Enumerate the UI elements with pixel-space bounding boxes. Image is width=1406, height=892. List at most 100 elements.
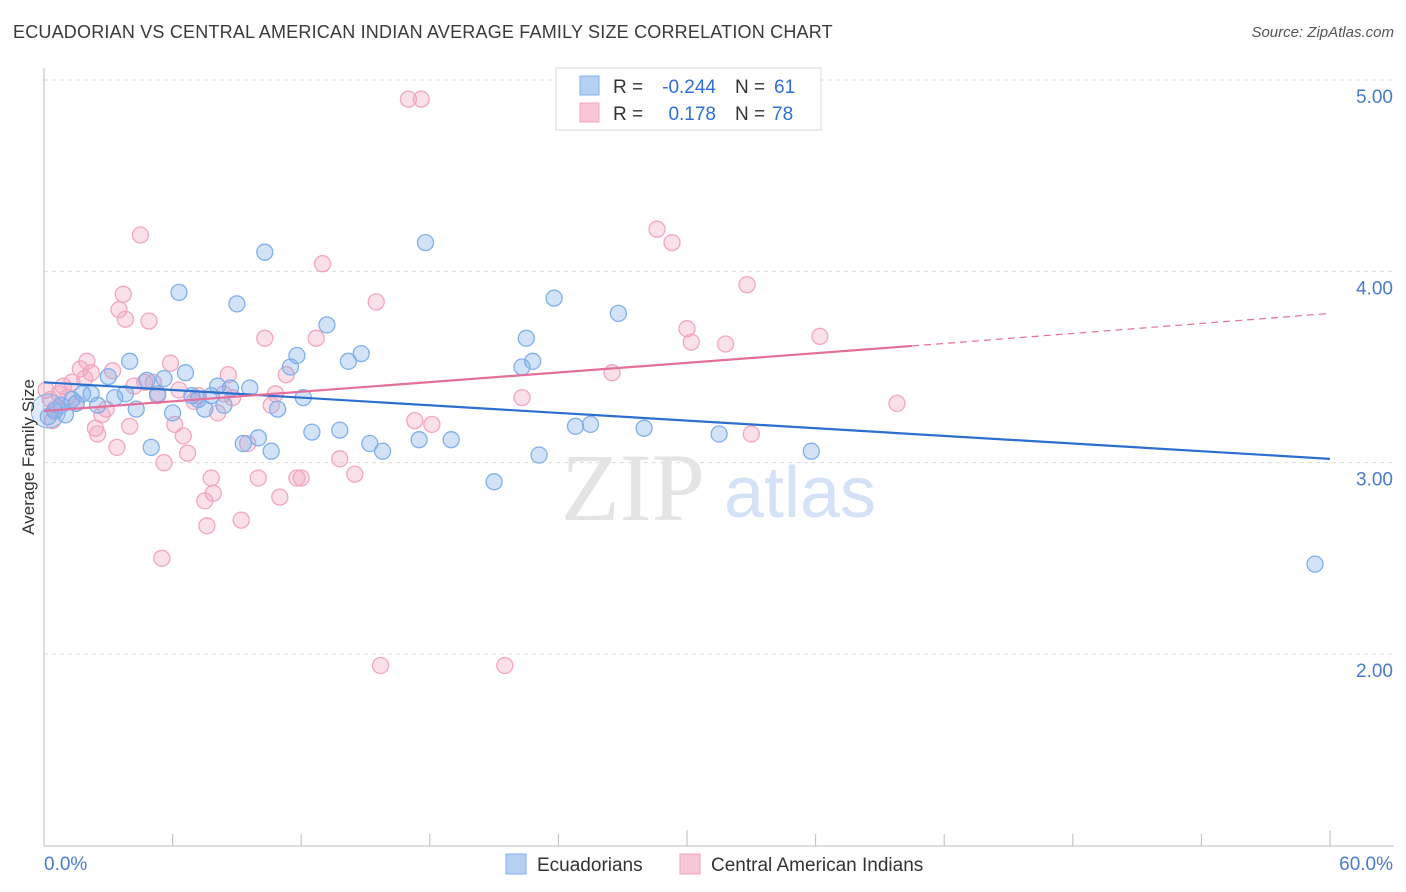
ecuadorians-point-18 xyxy=(163,404,182,422)
central-american-indians-point-73 xyxy=(738,276,756,294)
legend-bottom: Ecuadorians Central American Indians xyxy=(505,853,923,876)
central-american-indians-point-51 xyxy=(271,488,289,506)
gridlines xyxy=(44,79,1394,655)
ecuadorians-point-26 xyxy=(215,396,233,414)
legend-top-r-label-2: R = xyxy=(613,104,643,125)
x-tick-label-end: 60.0% xyxy=(1339,854,1393,875)
central-american-indians-point-74 xyxy=(742,425,760,443)
y-tick-label-0: 2.00 xyxy=(1356,661,1393,682)
legend-bottom-swatch-ecuadorians xyxy=(505,853,527,875)
ecuadorians-point-45 xyxy=(410,431,428,449)
central-american-indians-point-55 xyxy=(307,329,325,347)
central-american-indians-point-61 xyxy=(399,90,418,108)
ecuadorians-point-47 xyxy=(442,431,460,449)
ecuadorians-point-43 xyxy=(361,434,379,453)
ecuadorians-point-44 xyxy=(373,442,392,460)
central-american-indians-point-19 xyxy=(114,285,132,303)
central-american-indians-point-21 xyxy=(121,417,139,435)
central-american-indians-point-46 xyxy=(238,434,257,453)
legend-bottom-label-ecuadorians: Ecuadorians xyxy=(537,855,643,876)
ecuadorians-point-55 xyxy=(581,415,600,434)
ecuadorians-point-56 xyxy=(609,304,628,323)
central-american-indians-point-23 xyxy=(131,226,150,244)
ecuadorians-point-60 xyxy=(1306,555,1324,573)
ecuadorians-point-42 xyxy=(352,344,370,363)
ecuadorians-point-9 xyxy=(99,367,117,386)
ecuadorians-point-28 xyxy=(228,295,246,313)
central-american-indians-point-72 xyxy=(716,335,735,353)
source-label: Source: ZipAtlas.com xyxy=(1251,24,1394,41)
central-american-indians-point-43 xyxy=(219,366,237,384)
central-american-indians-point-68 xyxy=(648,220,666,238)
central-american-indians-point-17 xyxy=(108,438,126,457)
central-american-indians-point-70 xyxy=(678,320,696,338)
y-axis-label: Average Family Size xyxy=(19,379,38,535)
legend-top-r-value-1: -0.244 xyxy=(662,77,716,98)
ecuadorians-point-8 xyxy=(88,396,107,414)
central-american-indians-point-59 xyxy=(367,293,385,311)
legend-top-n-label-2: N = xyxy=(735,104,765,125)
central-american-indians-point-54 xyxy=(292,469,310,487)
central-american-indians-point-38 xyxy=(198,517,216,535)
y-tick-label-3: 5.00 xyxy=(1356,87,1393,108)
central-american-indians-point-20 xyxy=(116,310,135,328)
trend-lines xyxy=(43,312,1331,460)
central-american-indians-point-48 xyxy=(256,329,274,347)
legend-top-r-label-1: R = xyxy=(613,77,643,98)
watermark: ZIP atlas xyxy=(561,434,876,541)
central-american-indians-point-34 xyxy=(178,444,197,462)
central-american-indians-point-63 xyxy=(412,90,430,108)
ecuadorians-point-32 xyxy=(256,243,274,261)
legend-top-box xyxy=(555,67,822,131)
x-tick-label-start: 0.0% xyxy=(44,854,87,875)
central-american-indians-point-6 xyxy=(63,373,81,391)
central-american-indians-point-33 xyxy=(174,427,192,445)
ecuadorians-point-48 xyxy=(485,473,503,491)
central-american-indians-point-13 xyxy=(88,425,107,443)
central-american-indians-point-30 xyxy=(161,354,180,372)
central-american-indians-point-75 xyxy=(811,327,829,346)
central-american-indians-point-69 xyxy=(663,233,681,252)
central-american-indians-point-65 xyxy=(496,656,514,675)
ecuadorians-point-14 xyxy=(138,371,156,390)
ecuadorians-point-54 xyxy=(566,417,585,435)
chart-title: ECUADORIAN VS CENTRAL AMERICAN INDIAN AV… xyxy=(13,22,833,42)
legend-top-r-value-2: 0.178 xyxy=(668,104,716,125)
series-ecuadorians xyxy=(30,233,1324,573)
legend-top-n-value-2: 78 xyxy=(772,104,793,125)
central-american-indians-point-62 xyxy=(406,411,424,430)
ecuadorians-point-51 xyxy=(524,352,542,370)
ecuadorians-point-11 xyxy=(116,385,135,403)
central-american-indians-point-39 xyxy=(202,469,220,487)
legend-top-n-value-1: 61 xyxy=(774,77,795,98)
central-american-indians-point-56 xyxy=(313,255,332,273)
ecuadorians-point-52 xyxy=(530,446,548,464)
watermark-zip: ZIP xyxy=(561,434,705,541)
central-american-indians-point-64 xyxy=(423,415,441,434)
y-tick-label-2: 4.00 xyxy=(1356,278,1393,299)
ecuadorians-point-20 xyxy=(176,364,195,382)
central-american-indians-point-66 xyxy=(513,388,531,407)
ecuadorians-point-41 xyxy=(339,352,358,370)
legend-bottom-swatch-central-american-indians xyxy=(679,853,701,875)
legend-top-swatch-ecuadorians xyxy=(579,75,600,96)
ecuadorians-point-40 xyxy=(331,421,349,439)
axes xyxy=(43,68,1394,847)
ecuadorians-point-46 xyxy=(416,233,435,252)
ecuadorians-point-53 xyxy=(545,289,563,307)
central-american-indians-trend-extension xyxy=(912,312,1331,347)
ecuadorians-point-50 xyxy=(517,329,535,347)
central-american-indians-point-58 xyxy=(346,465,364,483)
central-american-indians-point-47 xyxy=(249,469,267,487)
legend-bottom-label-central-american-indians: Central American Indians xyxy=(711,855,923,876)
central-american-indians-point-11 xyxy=(82,364,100,382)
ecuadorians-point-58 xyxy=(710,425,728,443)
central-american-indians-point-53 xyxy=(288,469,306,487)
ecuadorians-point-38 xyxy=(303,423,321,441)
ecuadorians-point-31 xyxy=(249,429,267,447)
ecuadorians-point-39 xyxy=(318,316,336,334)
ecuadorians-point-15 xyxy=(142,438,160,457)
tick-labels: 2.00 3.00 4.00 5.00 0.0% 60.0% xyxy=(44,87,1393,875)
ecuadorians-point-29 xyxy=(234,434,252,453)
